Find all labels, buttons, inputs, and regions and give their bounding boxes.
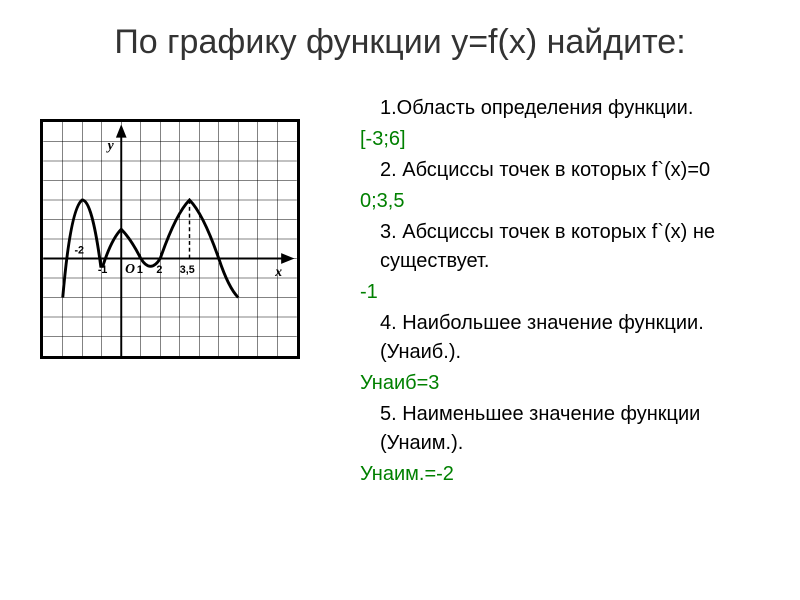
xmark-neg1: -1: [98, 264, 108, 276]
answer-4: Унаиб=3: [340, 369, 760, 398]
chart-column: y x O -2 -1 1 2 3,5: [40, 89, 320, 491]
slide-container: По графику функции y=f(x) найдите:: [0, 0, 800, 600]
questions-column: 1.Область определения функции. [-3;6] 2.…: [340, 89, 760, 491]
graph-svg: y x O -2 -1 1 2 3,5: [43, 122, 297, 356]
question-3: 3. Абсциссы точек в которых f`(x) не сущ…: [340, 218, 760, 276]
content-row: y x O -2 -1 1 2 3,5 1.Область определени…: [40, 89, 760, 491]
xmark-neg2: -2: [74, 245, 84, 257]
answer-5: Унаим.=-2: [340, 460, 760, 489]
function-curve: [63, 200, 239, 298]
function-graph: y x O -2 -1 1 2 3,5: [40, 119, 300, 359]
answer-2: 0;3,5: [340, 187, 760, 216]
origin-label: O: [125, 261, 135, 276]
question-1: 1.Область определения функции.: [340, 94, 760, 123]
question-5: 5. Наименьшее значение функции (Унаим.).: [340, 400, 760, 458]
answer-1: [-3;6]: [340, 125, 760, 154]
xmark-3p5: 3,5: [180, 264, 195, 276]
question-2: 2. Абсциссы точек в которых f`(x)=0: [340, 156, 760, 185]
x-axis-label: x: [274, 264, 282, 279]
question-4: 4. Наибольшее значение функции. (Унаиб.)…: [340, 309, 760, 367]
xmark-1: 1: [137, 264, 143, 276]
xmark-2: 2: [156, 264, 162, 276]
grid-lines: [43, 122, 297, 356]
y-axis-label: y: [106, 137, 115, 152]
answer-3: -1: [340, 278, 760, 307]
page-title: По графику функции y=f(x) найдите:: [40, 20, 760, 64]
